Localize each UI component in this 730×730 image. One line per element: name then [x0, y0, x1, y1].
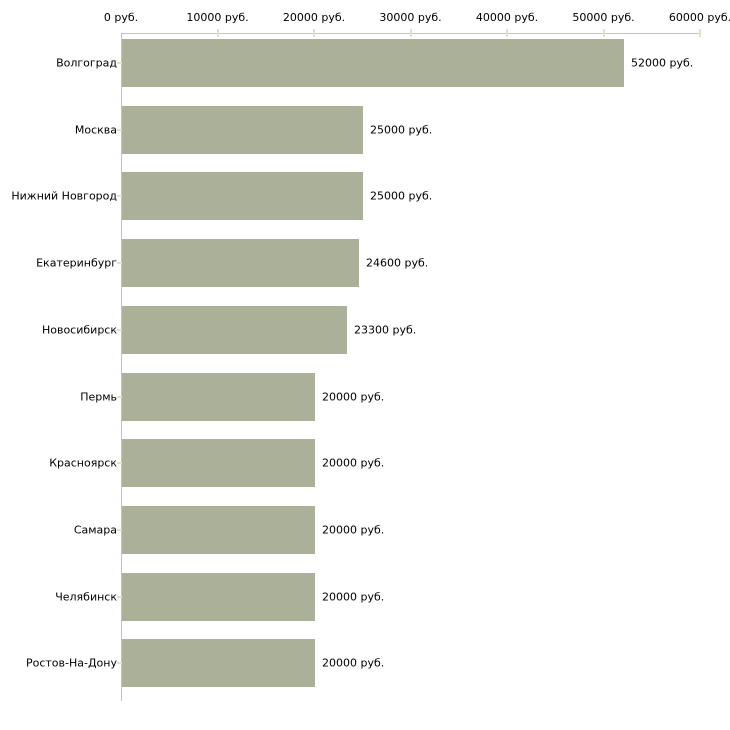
category-label: Волгоград — [56, 56, 117, 70]
bar-value-label: 20000 руб. — [322, 390, 385, 403]
bar-value-label: 20000 руб. — [322, 590, 385, 604]
category-label: Пермь — [80, 390, 117, 403]
category-label: Челябинск — [55, 590, 117, 604]
plot-area: 52000 руб. 25000 руб. 25000 руб. 24600 руб.… — [121, 33, 701, 701]
x-axis-tick-mark — [602, 29, 605, 37]
y-axis-tick-mark — [117, 262, 122, 265]
x-axis-tick-label: 50000 руб. — [572, 11, 635, 24]
y-axis-tick-mark — [117, 62, 122, 64]
y-axis-tick-mark — [117, 595, 122, 598]
bar-Челябинск[interactable] — [122, 572, 315, 621]
bar-Ростов-На-Дону[interactable] — [122, 639, 315, 688]
x-axis-tick-label: 20000 руб. — [282, 11, 346, 24]
x-axis-tick-label: 40000 руб. — [475, 11, 539, 24]
bar-Красноярск[interactable] — [122, 439, 315, 488]
x-axis-tick-mark — [409, 29, 412, 37]
bar-Екатеринбург[interactable] — [122, 239, 359, 288]
bar-Новосибирск[interactable] — [122, 305, 347, 354]
y-axis-tick-mark — [117, 328, 122, 331]
x-axis-tick-mark — [506, 29, 508, 37]
x-axis-tick-label: 60000 руб. — [668, 11, 730, 24]
bar-value-label: 52000 руб. — [631, 56, 694, 70]
bar-value-label: 23300 руб. — [354, 323, 417, 337]
bar-Самара[interactable] — [122, 505, 315, 554]
bar-value-label: 25000 руб. — [370, 189, 433, 203]
x-axis-tick-label: 10000 руб. — [186, 11, 249, 24]
y-axis-tick-mark — [117, 528, 122, 531]
y-axis-tick-mark — [117, 195, 122, 198]
category-label: Нижний Новгород — [11, 189, 117, 203]
bar-value-label: 20000 руб. — [322, 656, 385, 670]
category-label: Екатеринбург — [36, 256, 117, 270]
bar-value-label: 24600 руб. — [366, 256, 429, 270]
y-axis-tick-mark — [117, 662, 122, 665]
x-axis-tick-mark — [313, 29, 315, 37]
y-axis-tick-mark — [117, 462, 122, 465]
category-label: Ростов-На-Дону — [25, 656, 117, 670]
bar-value-label: 20000 руб. — [322, 456, 385, 470]
category-label: Самара — [73, 523, 117, 537]
bar-value-label: 20000 руб. — [322, 523, 385, 537]
y-axis-tick-mark — [117, 395, 122, 398]
y-axis-tick-mark — [117, 128, 122, 131]
bar-Пермь[interactable] — [122, 372, 315, 421]
category-label: Москва — [74, 123, 117, 137]
bar-Волгоград[interactable] — [122, 39, 624, 87]
x-axis-tick-label: 30000 руб. — [379, 11, 442, 24]
category-label: Новосибирск — [41, 323, 117, 337]
x-axis-tick-mark — [699, 29, 701, 37]
bar-value-label: 25000 руб. — [370, 123, 433, 137]
x-axis-tick-label: 0 руб. — [103, 11, 139, 24]
x-axis-tick-mark — [216, 29, 219, 37]
bar-Москва[interactable] — [122, 105, 363, 154]
category-label: Красноярск — [49, 456, 117, 470]
bar-Нижний Новгород[interactable] — [122, 172, 363, 221]
